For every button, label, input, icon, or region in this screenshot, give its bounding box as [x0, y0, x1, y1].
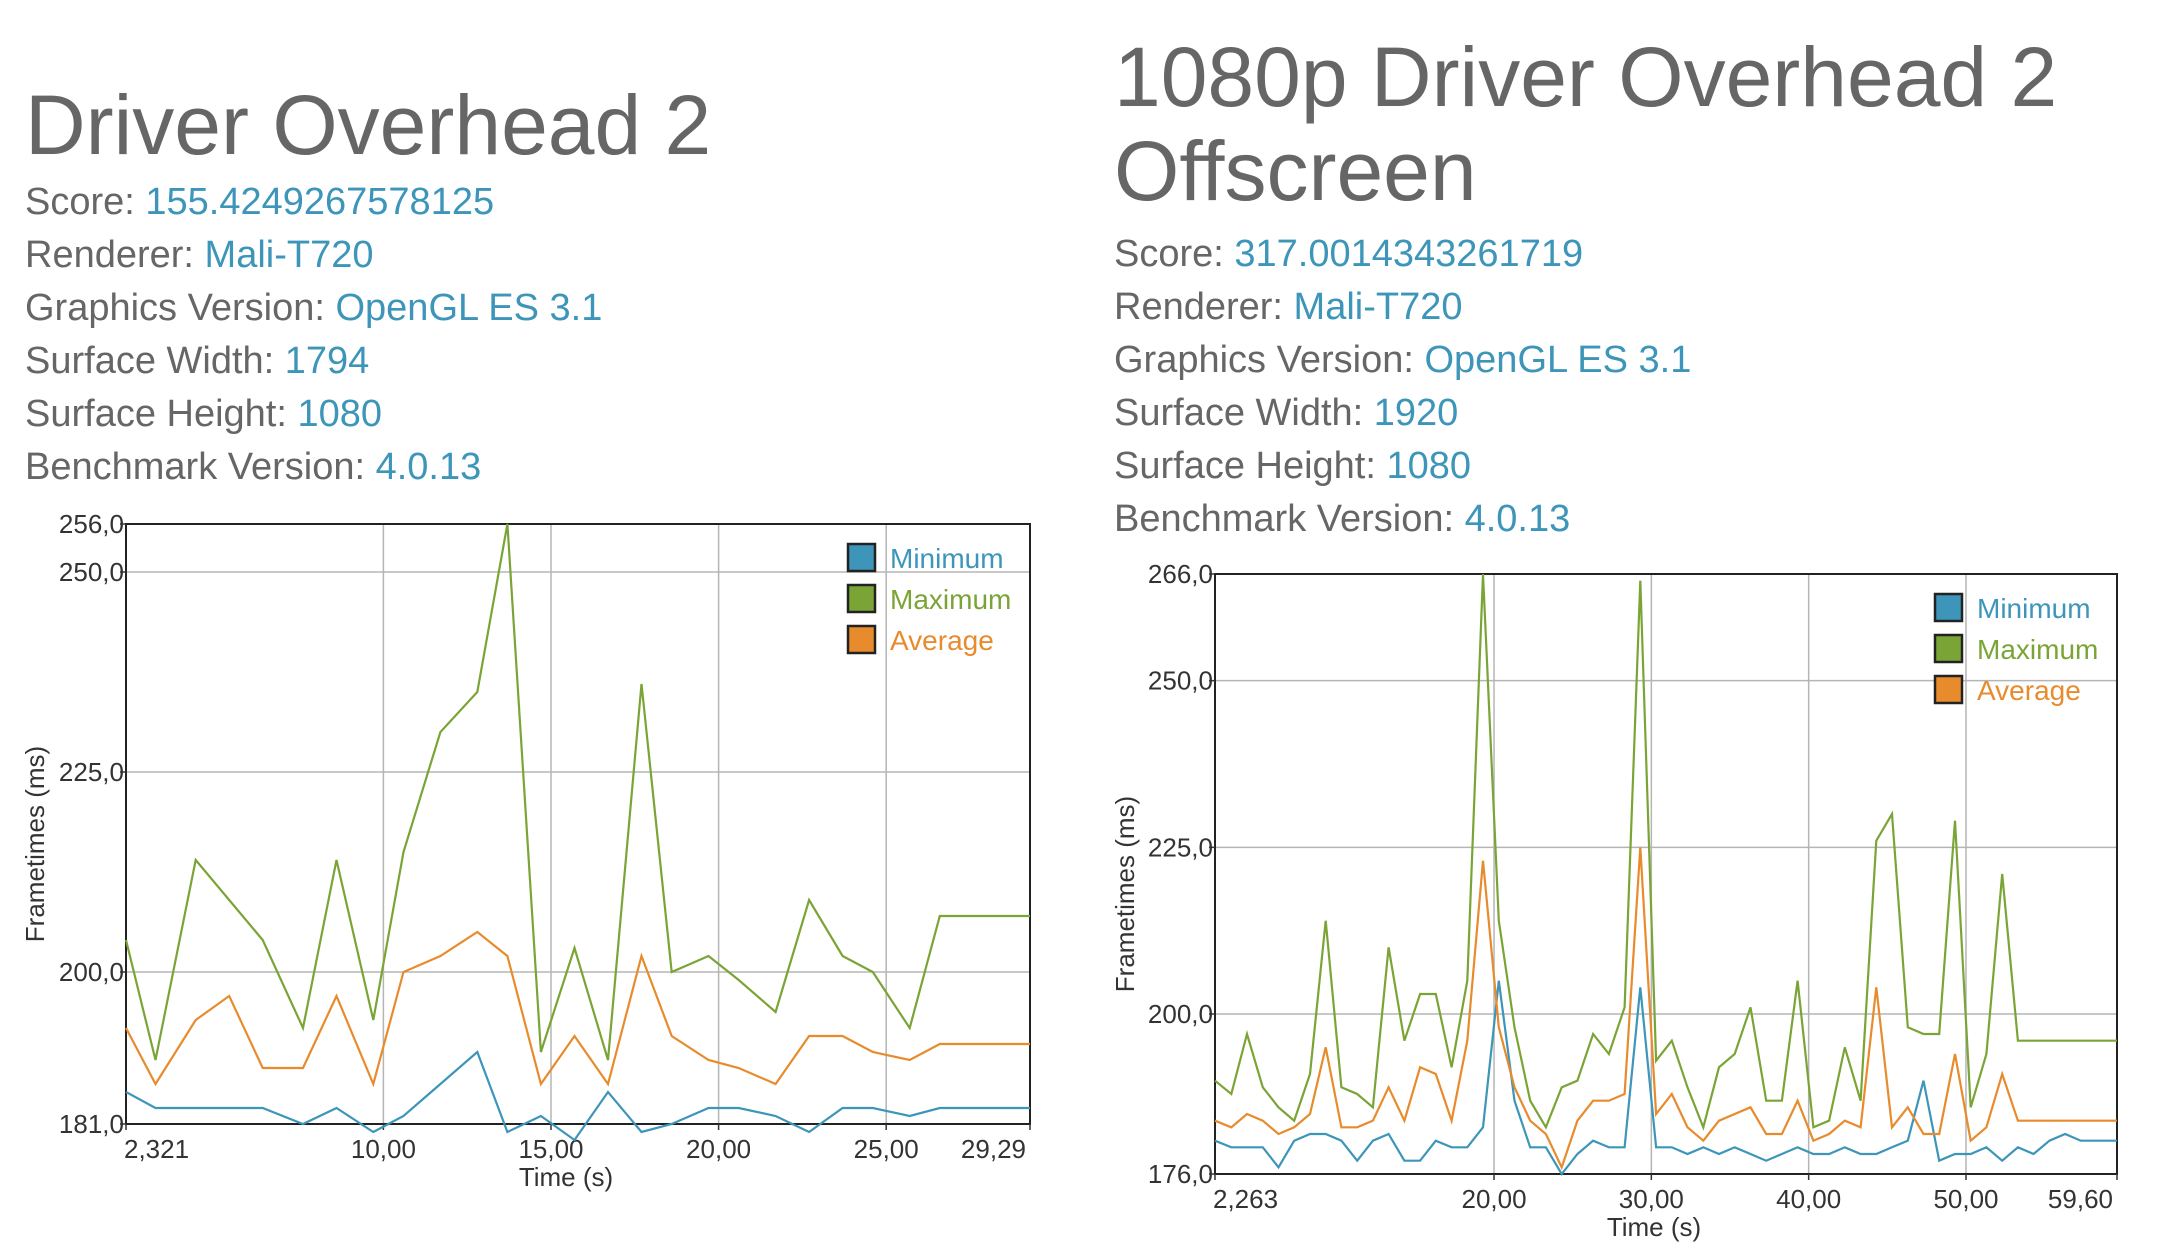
benchmark-version-label: Benchmark Version: [25, 446, 376, 488]
graphics-version-label: Graphics Version: [25, 287, 336, 329]
surface-width-value: 1920 [1373, 392, 1459, 434]
x-tick-label: 50,00 [1933, 1184, 1998, 1214]
y-tick-label: 181,0 [59, 1109, 124, 1139]
graphics-version-value: OpenGL ES 3.1 [335, 287, 603, 329]
y-tick-label: 250,0 [1148, 666, 1213, 696]
renderer-row: Renderer: Mali-T720 [25, 229, 602, 282]
series-line-maximum [124, 523, 1030, 1061]
x-tick-label: 20,00 [1461, 1184, 1526, 1214]
x-tick-label: 30,00 [1619, 1184, 1684, 1214]
surface-height-value: 1080 [1386, 445, 1472, 487]
frametimes-chart-right: 176,0 200,0 225,0 250,0 266,0 2,263 20,00 30,00… [1110, 559, 2118, 1242]
benchmark-title: 1080p Driver Overhead 2 Offscreen [1114, 30, 2058, 218]
legend-swatch-maximum [1933, 633, 1964, 664]
series-line-minimum [125, 1050, 1030, 1142]
benchmark-title: Driver Overhead 2 [25, 78, 712, 172]
surface-width-row: Surface Width: 1794 [25, 335, 602, 388]
legend-swatch-minimum [846, 542, 877, 573]
y-tick-label: 200,0 [1148, 999, 1213, 1029]
graphics-version-row: Graphics Version: OpenGL ES 3.1 [25, 282, 602, 335]
benchmark-version-value: 4.0.13 [375, 446, 482, 488]
x-tick-label: 29,29 [961, 1134, 1026, 1164]
graphics-version-value: OpenGL ES 3.1 [1424, 339, 1692, 381]
score-value: 317.0014343261719 [1234, 233, 1584, 275]
surface-height-value: 1080 [297, 393, 383, 435]
legend-swatch-average [1933, 674, 1964, 705]
x-axis-label: Time (s) [519, 1162, 613, 1192]
legend-label-maximum: Maximum [890, 584, 1011, 615]
series-line-average [1214, 847, 2117, 1171]
surface-width-label: Surface Width: [25, 340, 285, 382]
surface-width-value: 1794 [284, 340, 370, 382]
plot-frame [125, 523, 1031, 1125]
benchmark-version-label: Benchmark Version: [1114, 498, 1465, 540]
x-tick-label: 2,321 [124, 1134, 189, 1164]
surface-width-label: Surface Width: [1114, 392, 1374, 434]
x-tick-label: 59,60 [2048, 1184, 2113, 1214]
benchmark-version-row: Benchmark Version: 4.0.13 [1114, 493, 1691, 546]
x-tick-label: 25,00 [854, 1134, 919, 1164]
score-label: Score: [1114, 233, 1235, 275]
score-row: Score: 155.4249267578125 [25, 176, 602, 229]
graphics-version-row: Graphics Version: OpenGL ES 3.1 [1114, 334, 1691, 387]
surface-height-label: Surface Height: [25, 393, 298, 435]
plot-frame [1214, 573, 2118, 1175]
y-axis-label: Frametimes (ms) [1110, 796, 1140, 992]
y-tick-label: 225,0 [1148, 832, 1213, 862]
x-tick-label: 2,263 [1213, 1184, 1278, 1214]
score-value: 155.4249267578125 [145, 181, 495, 223]
surface-height-row: Surface Height: 1080 [1114, 440, 1691, 493]
x-tick-label: 10,00 [351, 1134, 416, 1164]
renderer-label: Renderer: [25, 234, 205, 276]
renderer-value: Mali-T720 [204, 234, 374, 276]
y-tick-label: 200,0 [59, 957, 124, 987]
renderer-row: Renderer: Mali-T720 [1114, 281, 1691, 334]
y-tick-label: 256,0 [59, 509, 124, 539]
renderer-label: Renderer: [1114, 286, 1294, 328]
surface-width-row: Surface Width: 1920 [1114, 387, 1691, 440]
legend-label-average: Average [890, 625, 994, 656]
legend-swatch-maximum [846, 583, 877, 614]
legend-label-minimum: Minimum [1977, 593, 2091, 624]
graphics-version-label: Graphics Version: [1114, 339, 1425, 381]
x-axis-label: Time (s) [1607, 1212, 1701, 1242]
legend-swatch-minimum [1933, 592, 1964, 623]
y-tick-label: 250,0 [59, 557, 124, 587]
score-row: Score: 317.0014343261719 [1114, 228, 1691, 281]
y-tick-label: 225,0 [59, 757, 124, 787]
legend-label-maximum: Maximum [1977, 634, 2098, 665]
series-line-minimum [1214, 980, 2117, 1176]
benchmark-info: Score: 317.0014343261719 Renderer: Mali-… [1114, 228, 1691, 546]
y-tick-label: 176,0 [1148, 1159, 1213, 1189]
legend-label-minimum: Minimum [890, 543, 1004, 574]
y-tick-label: 266,0 [1148, 559, 1213, 589]
series-line-maximum [1214, 573, 2117, 1131]
x-tick-label: 20,00 [686, 1134, 751, 1164]
benchmark-info: Score: 155.4249267578125 Renderer: Mali-… [25, 176, 602, 494]
legend-swatch-average [846, 624, 877, 655]
benchmark-version-value: 4.0.13 [1464, 498, 1571, 540]
x-tick-label: 40,00 [1776, 1184, 1841, 1214]
score-label: Score: [25, 181, 146, 223]
surface-height-label: Surface Height: [1114, 445, 1387, 487]
legend-label-average: Average [1977, 675, 2081, 706]
y-axis-label: Frametimes (ms) [20, 746, 50, 942]
benchmark-version-row: Benchmark Version: 4.0.13 [25, 441, 602, 494]
series-line-average [125, 930, 1030, 1088]
surface-height-row: Surface Height: 1080 [25, 388, 602, 441]
renderer-value: Mali-T720 [1293, 286, 1463, 328]
